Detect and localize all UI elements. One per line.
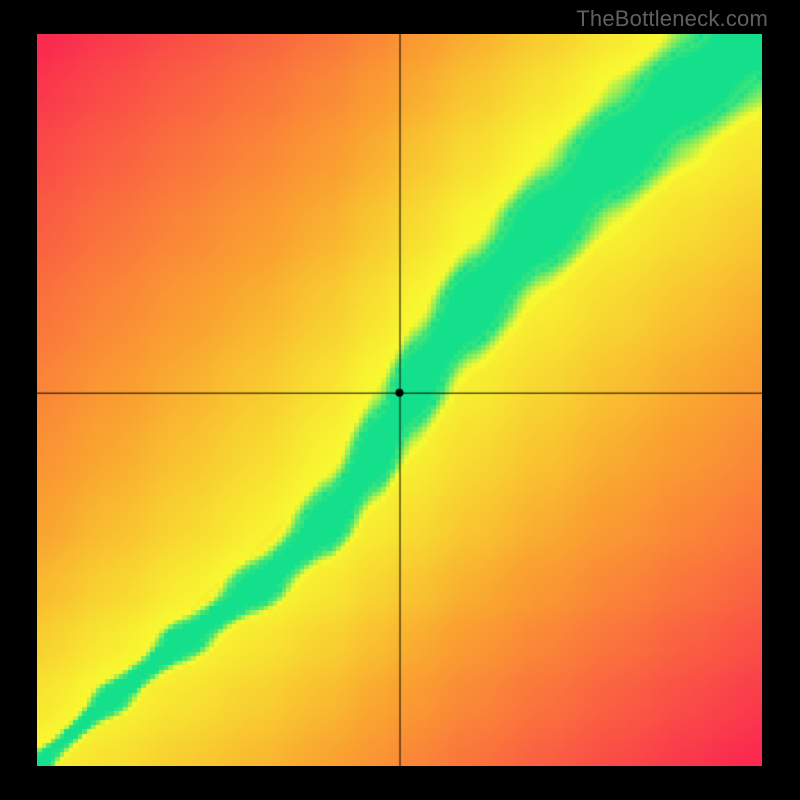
chart-container: TheBottleneck.com: [0, 0, 800, 800]
watermark-text: TheBottleneck.com: [576, 6, 768, 32]
crosshair-overlay: [37, 34, 762, 766]
